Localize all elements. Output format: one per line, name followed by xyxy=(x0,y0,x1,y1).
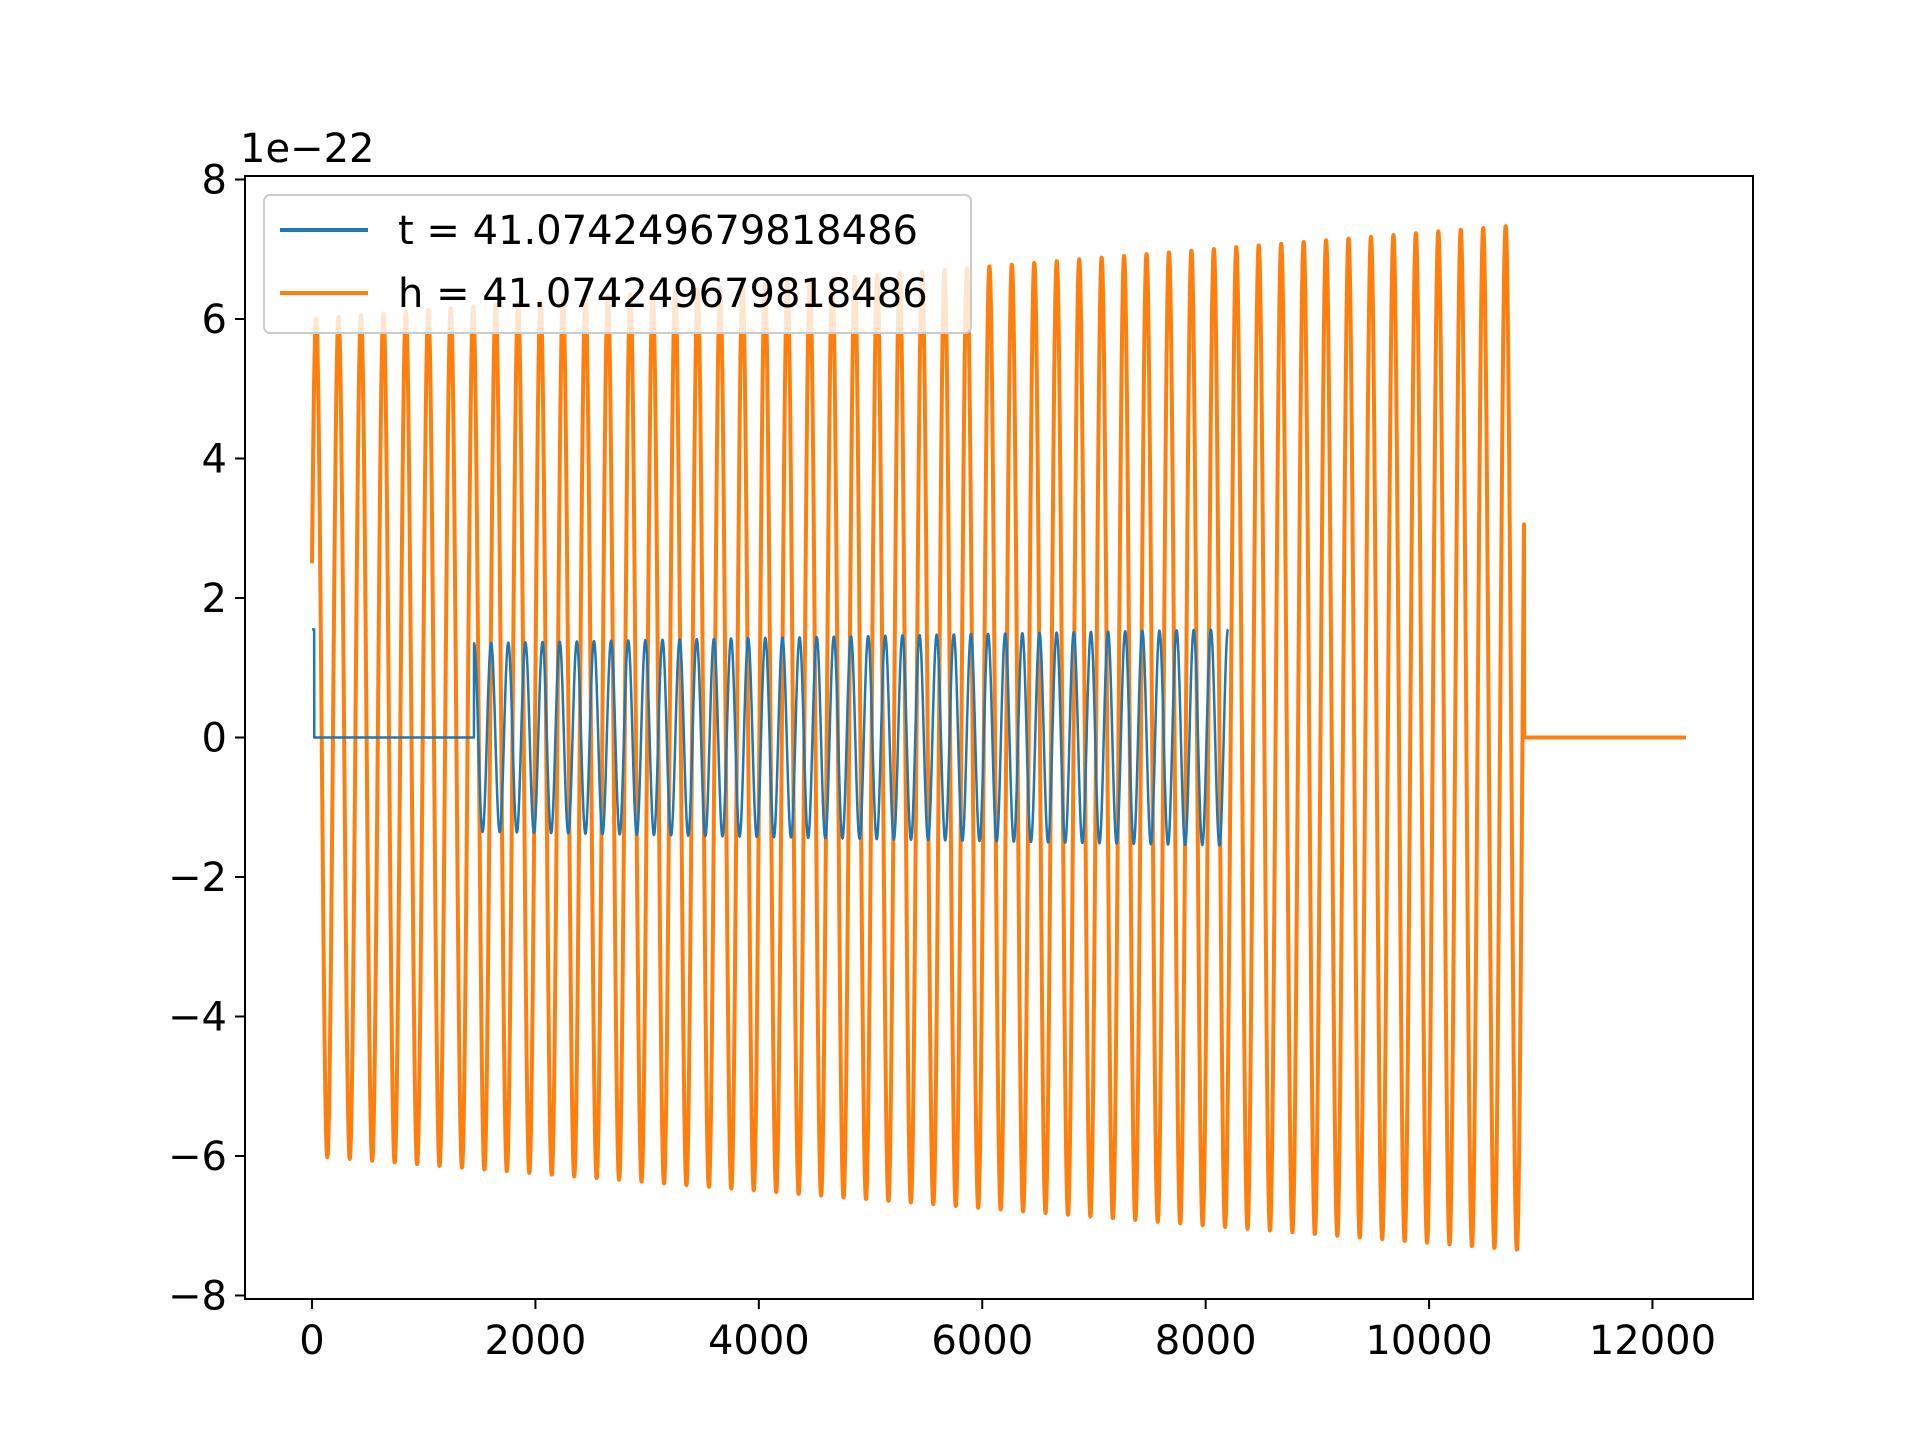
legend-box xyxy=(263,194,972,334)
x-tick-label: 6000 xyxy=(931,1318,1033,1364)
x-tick-label: 2000 xyxy=(485,1318,587,1364)
y-axis: −8 −6 −4 −2 0 2 4 6 8 xyxy=(168,157,245,1320)
y-offset-label: 1e−22 xyxy=(240,126,374,172)
x-tick-label: 8000 xyxy=(1155,1318,1257,1364)
y-tick-label: 0 xyxy=(202,716,227,762)
y-tick-label: −6 xyxy=(168,1134,227,1180)
x-tick-label: 12000 xyxy=(1589,1318,1716,1364)
x-tick-label: 0 xyxy=(299,1318,324,1364)
y-tick-label: 8 xyxy=(202,157,227,203)
series-line-t xyxy=(310,628,1230,847)
y-tick-label: −2 xyxy=(168,855,227,901)
legend-label: h = 41.074249679818486 xyxy=(398,271,928,317)
y-tick-label: −4 xyxy=(168,995,227,1041)
legend-label: t = 41.074249679818486 xyxy=(398,208,918,254)
y-tick-label: −8 xyxy=(168,1274,227,1320)
x-axis: 0 2000 4000 6000 8000 10000 12000 xyxy=(299,1299,1716,1364)
y-tick-label: 4 xyxy=(202,436,227,482)
legend: t = 41.074249679818486 h = 41.07424967981… xyxy=(263,194,972,334)
x-tick-label: 10000 xyxy=(1365,1318,1492,1364)
y-tick-label: 2 xyxy=(202,576,227,622)
y-tick-label: 6 xyxy=(202,297,227,343)
x-tick-label: 4000 xyxy=(708,1318,810,1364)
